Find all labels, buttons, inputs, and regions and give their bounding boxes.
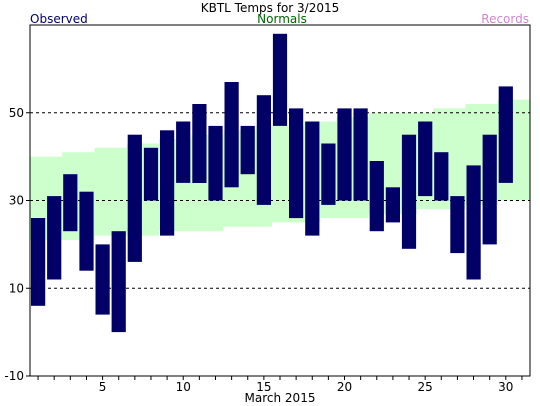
observed-bar-day-21: [353, 108, 368, 201]
observed-bar-day-13: [224, 82, 239, 188]
observed-bar-day-10: [176, 121, 191, 183]
y-tick-label-50: 50: [9, 106, 24, 120]
observed-bar-day-24: [401, 134, 417, 249]
x-tick-label-20: 20: [337, 380, 352, 394]
observed-bar-day-26: [434, 152, 449, 201]
legend-records: Records: [481, 12, 529, 26]
observed-bar-day-20: [337, 108, 352, 201]
x-tick-label-30: 30: [498, 380, 513, 394]
observed-bar-day-1: [31, 218, 46, 306]
observed-bar-day-16: [272, 33, 288, 126]
plot-area: 5 10 15 20 25 30 -10 10 30 50: [4, 24, 531, 394]
observed-bar-day-28: [466, 165, 481, 280]
observed-bar-day-12: [208, 125, 223, 201]
observed-bar-day-27: [450, 196, 465, 254]
observed-bar-day-4: [79, 191, 94, 271]
observed-bar-day-15: [256, 95, 271, 205]
observed-bar-day-7: [127, 134, 142, 262]
observed-bar-day-25: [418, 121, 433, 197]
legend-normals: Normals: [257, 12, 307, 26]
legend-observed: Observed: [30, 12, 88, 26]
x-tick-label-10: 10: [176, 380, 191, 394]
observed-bar-day-2: [47, 196, 62, 280]
y-tick-label--10: -10: [4, 369, 24, 383]
observed-bar-day-3: [63, 174, 78, 232]
observed-bar-day-5: [95, 244, 110, 315]
x-tick-label-25: 25: [418, 380, 433, 394]
observed-bar-day-8: [143, 147, 159, 201]
x-tick-label-5: 5: [99, 380, 107, 394]
observed-bar-day-23: [385, 187, 400, 223]
observed-bar-day-14: [240, 125, 255, 175]
observed-bar-day-9: [160, 130, 175, 236]
x-axis-label: March 2015: [245, 391, 316, 405]
observed-bar-day-19: [321, 143, 336, 205]
observed-bar-day-17: [289, 108, 304, 219]
observed-bar-day-22: [369, 161, 384, 232]
chart-title: KBTL Temps for 3/2015: [201, 1, 340, 15]
observed-bar-day-29: [482, 134, 497, 245]
observed-bar-day-30: [498, 86, 513, 183]
y-tick-label-30: 30: [9, 194, 24, 208]
y-tick-label-10: 10: [9, 281, 24, 295]
observed-bar-day-6: [111, 231, 126, 333]
observed-bar-day-18: [305, 121, 320, 236]
x-tick-label-15: 15: [256, 380, 271, 394]
observed-bar-day-11: [192, 104, 207, 183]
